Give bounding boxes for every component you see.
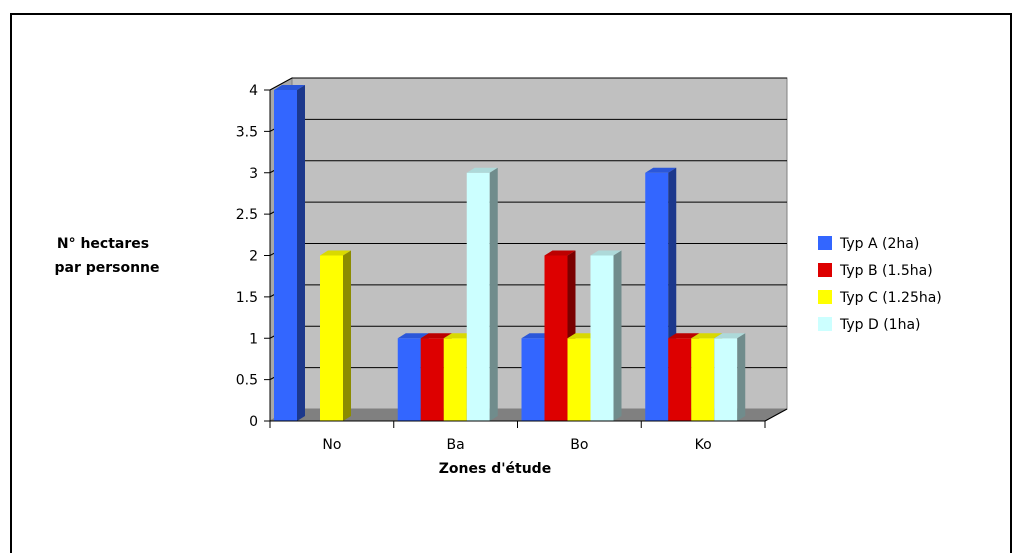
- y-axis-label-line1: N° hectares: [57, 236, 149, 252]
- x-tick-label: Bo: [570, 437, 588, 453]
- bar-front: [443, 338, 467, 421]
- bar-front: [274, 90, 297, 421]
- bar-front: [668, 338, 692, 421]
- bar-Ba-3: [466, 167, 498, 421]
- y-axis-label-line2: par personne: [54, 260, 159, 276]
- y-tick-label: 3.5: [236, 124, 258, 140]
- y-tick-labels: 0 0.5 1 1.5 2 2.5 3 3.5 4: [236, 83, 258, 430]
- x-axis-depth: [764, 408, 788, 422]
- bar-No-2: [320, 250, 351, 421]
- bar-Bo-3: [590, 250, 622, 421]
- legend-swatch: [818, 317, 832, 331]
- bar-front: [590, 255, 614, 421]
- axes: [264, 89, 788, 428]
- x-tick-labels: No Ba Bo Ko: [322, 437, 711, 453]
- bar-top: [645, 167, 677, 173]
- bar-front: [645, 172, 669, 421]
- bar-side: [737, 333, 746, 421]
- gridline: [269, 77, 787, 91]
- x-tick-label: No: [322, 437, 341, 453]
- x-tick-label: Ba: [447, 437, 465, 453]
- bar-side: [343, 250, 351, 421]
- bar-Ko-3: [714, 333, 746, 421]
- legend-label: Typ C (1.25ha): [839, 290, 942, 306]
- bar-front: [320, 255, 343, 421]
- bar-side: [297, 85, 305, 421]
- bar-top: [590, 250, 622, 256]
- bar-top: [397, 333, 429, 339]
- legend-swatch: [818, 263, 832, 277]
- y-tick-label: 0.5: [236, 373, 258, 389]
- bars: [274, 85, 746, 421]
- legend-swatch: [818, 236, 832, 250]
- legend-label: Typ A (2ha): [839, 236, 919, 252]
- bar-side: [489, 167, 498, 421]
- bar-top: [420, 333, 452, 339]
- y-tick-label: 4: [249, 83, 258, 99]
- bar-top: [544, 250, 576, 256]
- bar-top: [668, 333, 700, 339]
- bar-front: [397, 338, 421, 421]
- legend: Typ A (2ha) Typ B (1.5ha) Typ C (1.25ha) Ty…: [818, 236, 942, 333]
- y-tick-label: 1: [249, 331, 258, 347]
- y-tick-label: 2.5: [236, 207, 258, 223]
- bar-front: [544, 255, 568, 421]
- bar-top: [466, 167, 498, 173]
- y-tick-label: 3: [249, 166, 258, 182]
- legend-label: Typ B (1.5ha): [839, 263, 933, 279]
- bar-top: [274, 85, 305, 90]
- y-tick-label: 2: [249, 249, 258, 265]
- x-axis-label: Zones d'étude: [439, 461, 551, 477]
- bar-front: [466, 172, 490, 421]
- bar-top: [691, 333, 723, 339]
- y-tick-label: 0: [249, 414, 258, 430]
- bar-front: [567, 338, 591, 421]
- bar-front: [521, 338, 545, 421]
- bar-No-0: [274, 85, 305, 421]
- bar-top: [320, 250, 351, 256]
- bar-front: [714, 338, 738, 421]
- y-tick-label: 1.5: [236, 290, 258, 306]
- bar-front: [691, 338, 715, 421]
- bar-top: [714, 333, 746, 339]
- legend-swatch: [818, 290, 832, 304]
- legend-label: Typ D (1ha): [839, 317, 921, 333]
- bar-side: [613, 250, 622, 421]
- x-tick-label: Ko: [695, 437, 712, 453]
- bar-front: [420, 338, 444, 421]
